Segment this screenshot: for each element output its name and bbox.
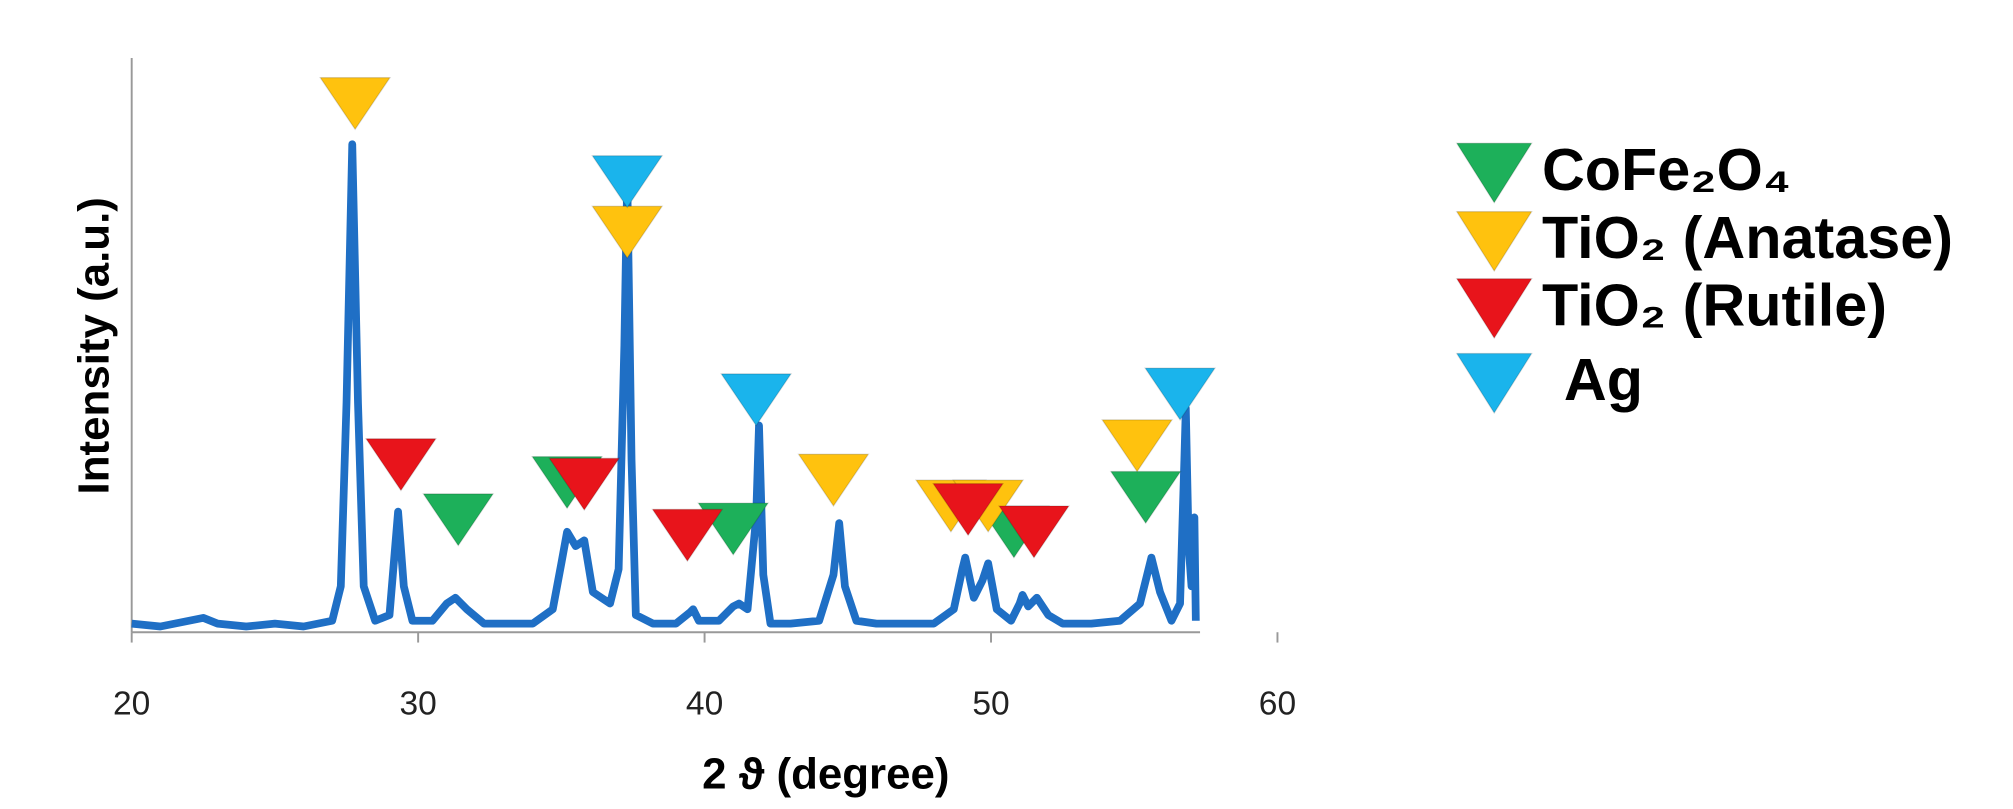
phase-marker — [591, 205, 664, 260]
legend-marker — [1455, 352, 1533, 415]
phase-marker — [720, 373, 793, 427]
xrd-line — [131, 140, 1200, 631]
phase-marker — [548, 457, 621, 512]
phase-marker — [1101, 419, 1174, 473]
x-tick-label: 30 — [399, 686, 436, 723]
x-tick-label: 60 — [1259, 686, 1296, 723]
phase-marker — [422, 493, 495, 547]
x-tick-label: 50 — [972, 686, 1009, 723]
phase-marker — [932, 482, 1005, 537]
x-axis-label: 2 ϑ (degree) — [702, 749, 949, 798]
x-tick-label: 20 — [113, 686, 150, 723]
legend-marker — [1455, 142, 1533, 204]
legend-marker — [1455, 278, 1533, 340]
x-tick-label: 40 — [686, 686, 723, 723]
phase-marker — [319, 77, 392, 131]
phase-marker — [1144, 367, 1217, 421]
legend-marker — [1455, 210, 1533, 273]
legend-label: CoFe₂O₄ — [1542, 136, 1791, 203]
phase-marker — [997, 505, 1071, 559]
legend-label: TiO₂ (Anatase) — [1542, 204, 1953, 271]
y-axis-label: Intensity (a.u.) — [69, 197, 118, 494]
phase-marker — [364, 438, 438, 492]
phase-marker — [1109, 470, 1182, 525]
phase-marker — [797, 453, 870, 508]
legend-label: Ag — [1564, 346, 1643, 413]
phase-marker — [651, 508, 724, 563]
phase-marker — [591, 155, 664, 209]
legend-label: TiO₂ (Rutile) — [1542, 271, 1887, 338]
